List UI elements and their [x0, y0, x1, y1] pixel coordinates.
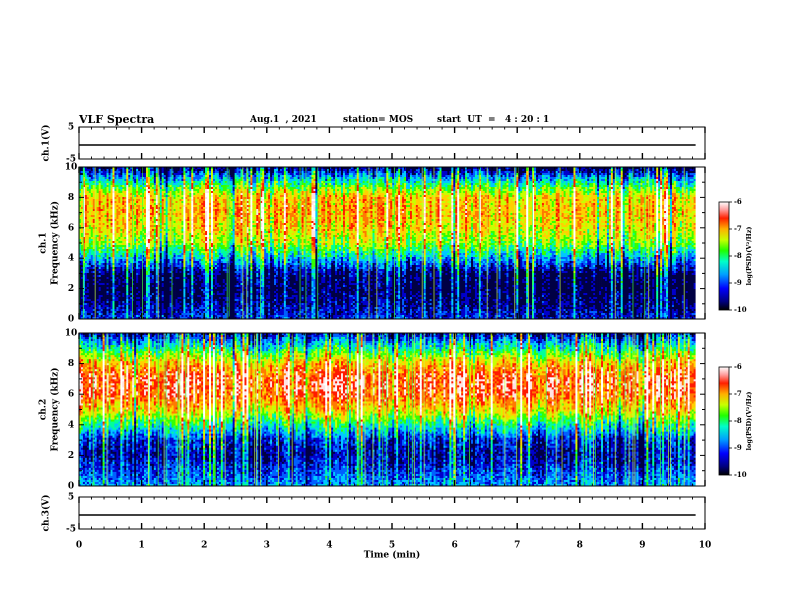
sferic-streak — [142, 167, 143, 319]
sferic-streak — [95, 167, 96, 319]
sferic-streak — [132, 167, 133, 319]
sferic-streak — [172, 167, 173, 319]
ch1-spectrogram-cells — [79, 167, 705, 319]
sferic-streak — [158, 167, 159, 319]
sferic-streak — [83, 167, 84, 319]
